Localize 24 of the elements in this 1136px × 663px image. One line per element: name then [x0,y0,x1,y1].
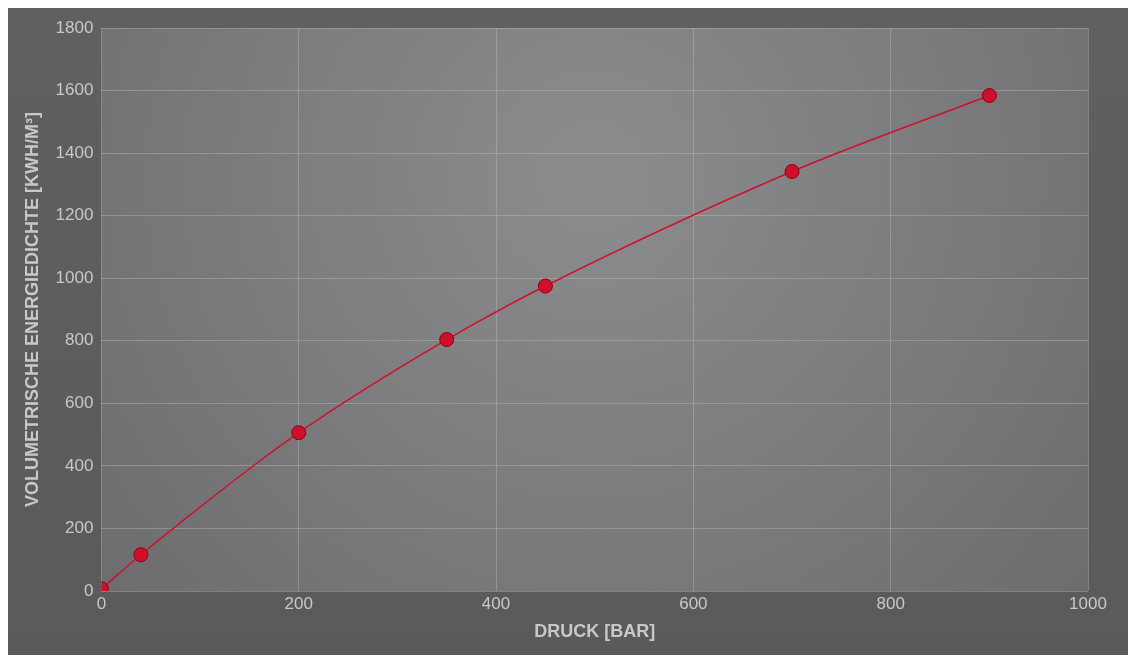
point [784,164,800,180]
x-tick-label: 1000 [1069,593,1107,613]
y-tick-label: 1800 [55,17,94,37]
x-tick-label: 0 [96,593,107,613]
x-tick-label: 800 [876,593,905,613]
y-tick-label: 600 [65,393,94,413]
point [291,425,307,441]
y-tick-label: 200 [65,518,94,538]
y-tick-label: 1000 [55,267,94,287]
y-tick-label: 800 [65,330,94,350]
point [439,332,455,348]
y-tick-label: 1200 [55,205,94,225]
y-tick-label: 400 [65,455,94,475]
point [981,88,997,104]
y-axis-title: VOLUMETRISCHE ENERGIEDICHTE [KWH/M³] [21,112,42,507]
y-tick-label: 0 [83,580,94,600]
y-tick-label: 1600 [55,80,94,100]
x-tick-label: 600 [679,593,708,613]
x-tick-label: 200 [284,593,313,613]
x-tick-label: 400 [481,593,511,613]
x-axis-title: DRUCK [BAR] [534,621,656,642]
y-tick-label: 1400 [55,142,94,162]
point [537,278,553,294]
point [133,547,149,563]
